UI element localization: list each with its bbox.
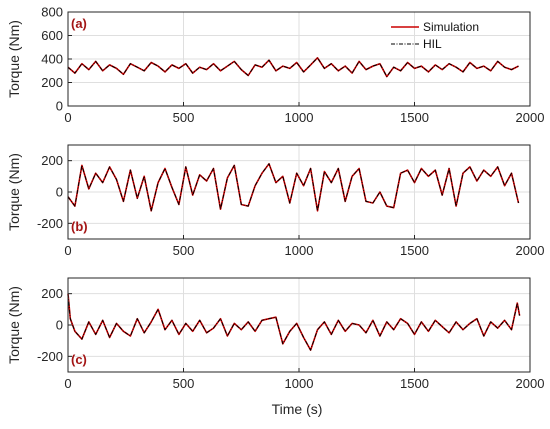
x-tick-label: 500 — [173, 110, 195, 125]
panel-1: 0 500 1000 1500 2000 0 200 400 600 800 Torque (Nm)… — [6, 5, 544, 126]
x-tick-label: 500 — [173, 243, 195, 258]
x-tick-label: 2000 — [516, 110, 545, 125]
y-tick-label: 200 — [41, 286, 63, 301]
y-tick-label: 800 — [41, 5, 63, 20]
x-tick-label: 0 — [64, 110, 71, 125]
y-axis-label: Torque (Nm) — [6, 286, 22, 364]
y-tick-label: -200 — [37, 216, 63, 231]
legend-label-simulation: Simulation — [423, 20, 479, 34]
y-axis-label: Torque (Nm) — [6, 20, 22, 98]
legend: Simulation HIL — [391, 20, 479, 51]
panel-label: (c) — [71, 352, 87, 367]
x-tick-label: 0 — [64, 243, 71, 258]
figure-xlabel: Time (s) — [272, 401, 323, 417]
y-tick-label: 0 — [56, 318, 63, 333]
y-tick-label: 0 — [56, 99, 63, 114]
panel-label: (a) — [71, 16, 87, 31]
x-tick-label: 0 — [64, 376, 71, 391]
panel-label: (b) — [71, 219, 88, 234]
x-tick-label: 1000 — [285, 243, 314, 258]
x-tick-label: 500 — [173, 376, 195, 391]
series-hil-line — [67, 57, 519, 78]
x-tick-label: 2000 — [516, 243, 545, 258]
y-tick-label: -200 — [37, 349, 63, 364]
series-hil-line — [67, 163, 519, 212]
x-tick-label: 1500 — [400, 110, 429, 125]
x-tick-label: 1000 — [285, 376, 314, 391]
x-tick-label: 1000 — [285, 110, 314, 125]
legend-label-hil: HIL — [423, 37, 442, 51]
series-hil-line — [67, 293, 521, 351]
y-tick-label: 400 — [41, 52, 63, 67]
x-tick-label: 2000 — [516, 376, 545, 391]
y-axis-label: Torque (Nm) — [6, 153, 22, 231]
x-tick-label: 1500 — [400, 243, 429, 258]
y-tick-label: 200 — [41, 153, 63, 168]
x-tick-label: 1500 — [400, 376, 429, 391]
y-tick-label: 0 — [56, 185, 63, 200]
y-tick-label: 200 — [41, 75, 63, 90]
y-tick-label: 600 — [41, 28, 63, 43]
